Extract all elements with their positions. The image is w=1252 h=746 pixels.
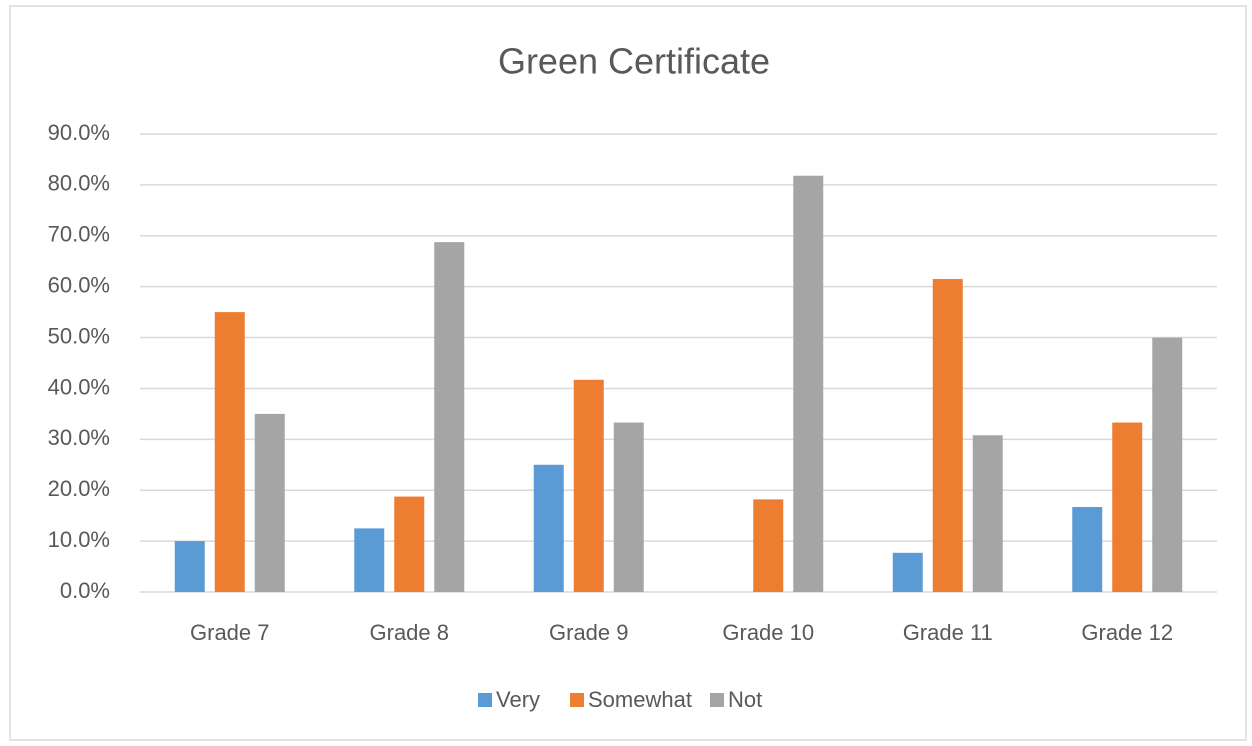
bar bbox=[1112, 422, 1143, 592]
bar bbox=[434, 242, 465, 592]
chart-title: Green Certificate bbox=[498, 41, 770, 82]
legend-label: Not bbox=[728, 687, 762, 712]
y-tick-label: 50.0% bbox=[48, 323, 110, 348]
x-tick-label: Grade 9 bbox=[549, 620, 629, 645]
y-tick-label: 60.0% bbox=[48, 272, 110, 297]
x-tick-label: Grade 7 bbox=[190, 620, 270, 645]
bar bbox=[1072, 507, 1103, 592]
y-tick-label: 20.0% bbox=[48, 476, 110, 501]
x-tick-label: Grade 11 bbox=[903, 620, 993, 645]
y-tick-label: 40.0% bbox=[48, 374, 110, 399]
bar bbox=[613, 422, 644, 592]
bar bbox=[573, 379, 604, 592]
bar bbox=[932, 279, 963, 592]
legend-swatch bbox=[478, 693, 492, 707]
y-tick-label: 0.0% bbox=[60, 578, 110, 603]
legend-swatch bbox=[710, 693, 724, 707]
bar bbox=[214, 312, 245, 592]
legend-label: Very bbox=[496, 687, 540, 712]
y-tick-label: 10.0% bbox=[48, 527, 110, 552]
bar bbox=[892, 552, 923, 592]
legend-label: Somewhat bbox=[588, 687, 692, 712]
bar bbox=[1152, 337, 1183, 592]
y-tick-label: 90.0% bbox=[48, 120, 110, 145]
bar bbox=[254, 413, 285, 592]
bar bbox=[394, 496, 425, 592]
bar bbox=[533, 464, 564, 592]
y-tick-label: 70.0% bbox=[48, 222, 110, 247]
y-tick-label: 80.0% bbox=[48, 171, 110, 196]
bar bbox=[972, 435, 1003, 592]
bar bbox=[354, 528, 385, 592]
bar bbox=[174, 541, 205, 592]
x-tick-label: Grade 8 bbox=[370, 620, 450, 645]
bar bbox=[793, 175, 824, 592]
bar bbox=[753, 499, 784, 592]
x-tick-label: Grade 10 bbox=[722, 620, 814, 645]
y-tick-label: 30.0% bbox=[48, 425, 110, 450]
legend-swatch bbox=[570, 693, 584, 707]
x-tick-label: Grade 12 bbox=[1081, 620, 1173, 645]
